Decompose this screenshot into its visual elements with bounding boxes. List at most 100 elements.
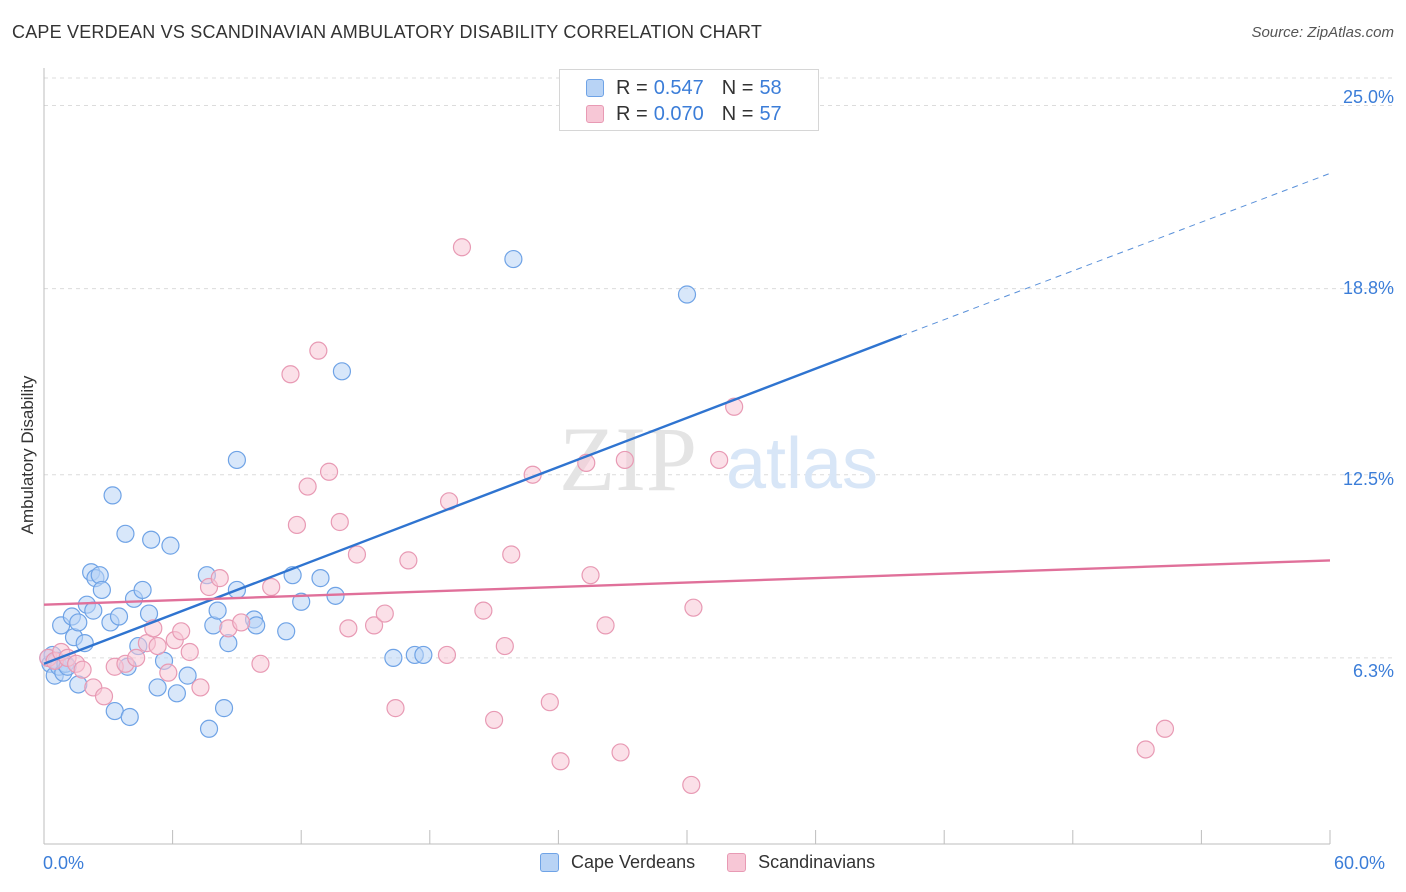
trend-line — [43, 559, 1331, 606]
legend-swatch-pink — [727, 853, 747, 872]
data-point — [364, 616, 384, 635]
legend-row-scandinavians: R = 0.070 N = 57 — [586, 103, 782, 125]
data-point — [502, 545, 521, 564]
data-point — [452, 238, 472, 257]
data-point — [281, 365, 300, 384]
data-point — [330, 512, 349, 532]
data-point — [120, 707, 139, 727]
data-point — [332, 362, 352, 381]
legend-n-label: N = — [721, 102, 754, 125]
data-point — [287, 515, 307, 535]
data-point — [551, 752, 570, 771]
y-tick-label: 25.0% — [1342, 87, 1394, 107]
data-point — [495, 636, 514, 656]
data-point — [73, 660, 92, 679]
series-scandinavians — [39, 238, 1175, 795]
data-point — [386, 699, 405, 718]
trend-line-extension — [901, 172, 1331, 337]
data-point — [199, 719, 219, 738]
data-point — [214, 699, 234, 718]
data-point — [581, 566, 600, 585]
axes — [43, 68, 1331, 845]
data-point — [232, 613, 251, 632]
legend-row-cape-verdeans: R = 0.547 N = 58 — [586, 77, 782, 99]
data-point — [148, 678, 167, 697]
data-point — [180, 642, 199, 662]
data-point — [347, 545, 367, 564]
data-point — [684, 598, 703, 617]
x-tick-label-max: 60.0% — [1334, 853, 1386, 873]
data-point — [84, 601, 103, 620]
series-legend: Cape Verdeans Scandinavians — [540, 852, 907, 873]
data-point — [298, 477, 317, 496]
data-point — [127, 648, 146, 667]
data-point — [399, 551, 418, 570]
data-point — [148, 636, 167, 656]
data-point — [375, 604, 394, 623]
data-point — [292, 592, 311, 611]
data-point — [109, 607, 129, 626]
data-point — [247, 616, 266, 635]
data-point — [92, 580, 111, 600]
data-point — [277, 622, 296, 641]
data-point — [69, 613, 88, 632]
data-point — [1136, 740, 1155, 759]
y-tick-label: 12.5% — [1342, 469, 1394, 489]
data-point — [167, 684, 186, 703]
watermark-atlas: atlas — [726, 424, 878, 504]
legend-swatch-pink — [586, 105, 604, 123]
stats-legend: R = 0.547 N = 58 R = 0.070 N = 57 — [559, 69, 819, 131]
data-point — [339, 619, 358, 638]
data-point — [94, 687, 114, 706]
legend-item-scandinavians: Scandinavians — [727, 852, 875, 873]
data-point — [319, 462, 339, 481]
data-point — [311, 569, 330, 588]
data-point — [227, 450, 246, 470]
data-point — [682, 775, 701, 795]
x-tick-label-min: 0.0% — [43, 853, 85, 873]
trend-lines — [43, 172, 1331, 665]
legend-n-value: 57 — [759, 102, 782, 125]
legend-label: Cape Verdeans — [571, 852, 696, 872]
legend-r-label: R = — [616, 76, 648, 99]
data-point — [262, 577, 281, 597]
data-point — [540, 693, 559, 712]
data-point — [116, 524, 135, 543]
data-point — [615, 450, 634, 470]
legend-r-value: 0.547 — [653, 76, 704, 99]
data-point — [309, 341, 328, 360]
legend-swatch-blue — [540, 853, 559, 872]
data-point — [103, 486, 122, 505]
data-point — [710, 450, 729, 470]
chart-source: Source: ZipAtlas.com — [1251, 24, 1394, 41]
data-point — [414, 645, 433, 665]
data-point — [210, 569, 229, 588]
data-point — [159, 663, 178, 682]
data-point — [142, 530, 161, 549]
data-point — [1155, 719, 1175, 738]
data-point — [437, 645, 457, 665]
data-point — [611, 743, 630, 762]
data-point — [161, 536, 180, 555]
legend-label: Scandinavians — [758, 852, 876, 872]
legend-r-label: R = — [616, 102, 648, 125]
y-tick-label: 6.3% — [1352, 661, 1394, 681]
data-point — [208, 601, 227, 620]
data-point — [677, 285, 697, 304]
data-point — [251, 654, 270, 673]
legend-swatch-blue — [586, 79, 604, 97]
data-point — [191, 678, 210, 697]
data-point — [485, 710, 504, 730]
data-point — [596, 616, 615, 635]
data-point — [133, 580, 152, 600]
data-point — [172, 622, 191, 641]
chart-title: CAPE VERDEAN VS SCANDINAVIAN AMBULATORY … — [12, 22, 763, 42]
data-point — [504, 249, 523, 269]
gridlines — [44, 77, 1394, 659]
trend-line — [43, 334, 902, 665]
legend-r-value: 0.070 — [653, 102, 704, 125]
data-point — [178, 666, 197, 685]
legend-item-cape-verdeans: Cape Verdeans — [540, 852, 695, 873]
y-tick-label: 18.8% — [1342, 278, 1394, 298]
